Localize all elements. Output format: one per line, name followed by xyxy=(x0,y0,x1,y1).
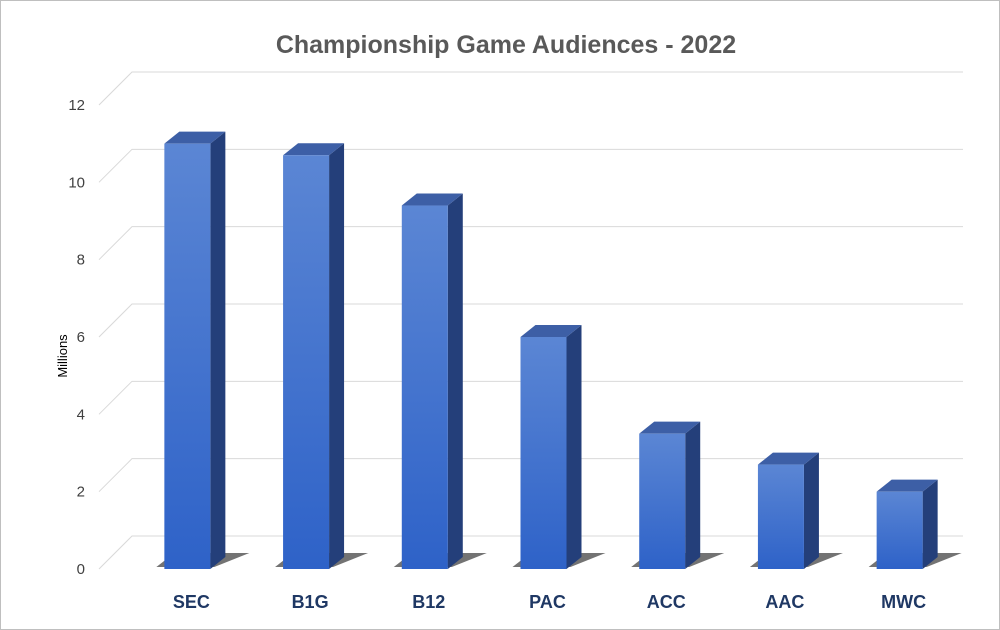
bar-top xyxy=(283,143,345,156)
bar-front xyxy=(283,155,330,569)
bar-front xyxy=(757,464,804,569)
bar-front xyxy=(401,205,448,570)
y-tick-label: 2 xyxy=(77,484,85,501)
bar-side xyxy=(922,479,938,569)
bar-side xyxy=(566,325,582,569)
bar-front xyxy=(520,337,567,569)
bar-front xyxy=(164,143,211,569)
bar xyxy=(749,452,843,569)
bar-top xyxy=(757,452,819,465)
bar xyxy=(512,325,606,569)
bar-front xyxy=(876,491,923,569)
bar-top xyxy=(164,131,226,144)
y-tick-label: 4 xyxy=(77,406,85,423)
y-tick-label: 6 xyxy=(77,329,85,346)
x-tick-label: SEC xyxy=(173,592,210,612)
x-tick-label: ACC xyxy=(647,592,686,612)
bar-top xyxy=(401,193,463,206)
y-tick-label: 10 xyxy=(68,174,85,191)
bar-side xyxy=(447,193,463,570)
bar-top xyxy=(520,325,582,337)
x-tick-label: AAC xyxy=(765,592,804,612)
bar-side xyxy=(329,143,345,569)
gridline xyxy=(98,71,963,106)
bar-front xyxy=(639,433,686,569)
bar xyxy=(631,421,725,569)
bar-top xyxy=(639,421,701,434)
y-tick-label: 12 xyxy=(68,97,85,114)
x-tick-label: B1G xyxy=(292,592,329,612)
y-axis-label: Millions xyxy=(55,334,70,378)
y-tick-label: 8 xyxy=(77,252,85,269)
x-tick-label: MWC xyxy=(881,592,926,612)
gridlines xyxy=(98,71,963,570)
gridline xyxy=(98,226,963,261)
bar xyxy=(868,479,962,569)
gridline xyxy=(98,148,963,183)
y-tick-label: 0 xyxy=(77,561,85,578)
bar xyxy=(393,193,487,570)
chart-title: Championship Game Audiences - 2022 xyxy=(276,31,736,59)
bar-side xyxy=(210,131,226,569)
bar-side xyxy=(803,452,819,569)
bar xyxy=(275,143,369,569)
y-axis-ticks: 0 2 4 6 8 10 12 xyxy=(68,97,85,578)
bars xyxy=(156,131,962,570)
gridline xyxy=(98,303,963,338)
bar-top xyxy=(876,479,938,492)
bar xyxy=(156,131,250,569)
x-tick-label: B12 xyxy=(412,592,445,612)
gridline xyxy=(98,380,963,415)
bar-side xyxy=(685,421,701,569)
x-tick-label: PAC xyxy=(529,592,566,612)
x-axis-labels: SEC B1G B12 PAC ACC AAC MWC xyxy=(173,592,926,612)
